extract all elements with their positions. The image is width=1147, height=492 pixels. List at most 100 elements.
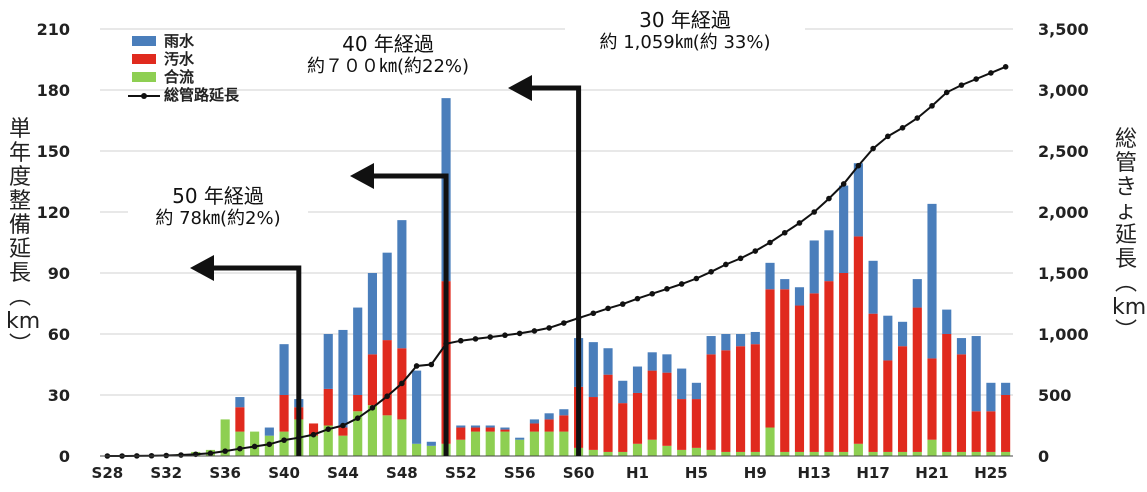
axis-label-char: ︶: [1114, 319, 1137, 344]
x-tick-label: H5: [685, 464, 708, 482]
right-tick-label: 1,000: [1038, 325, 1089, 344]
bar-rain: [824, 230, 834, 282]
bar-sewage: [1001, 395, 1011, 452]
axis-label-char: ︶: [8, 333, 31, 358]
bar-sewage: [500, 429, 510, 432]
total-length-point: [207, 450, 214, 457]
total-length-point: [811, 209, 818, 215]
total-length-point: [840, 181, 847, 187]
bar-combined: [470, 431, 481, 456]
annotation-40-years-length: 約７００㎞(約22%): [306, 56, 470, 77]
total-length-point: [958, 82, 965, 88]
total-length-point: [546, 325, 552, 331]
x-tick-label: H17: [856, 464, 889, 482]
bar-rain: [412, 370, 422, 444]
bar-rain: [279, 344, 289, 395]
annotation-30-years: 30 年経過 約 1,059㎞(約 33%): [565, 8, 805, 54]
bar-sewage: [279, 395, 289, 432]
bar-combined: [912, 451, 922, 456]
bar-rain: [338, 329, 348, 428]
bar-rain: [323, 334, 333, 389]
total-length-point: [767, 239, 773, 246]
bar-combined: [235, 431, 245, 456]
legend-label: 総管路延長: [164, 86, 240, 104]
annotation-50-years-title: 50 年経過: [172, 184, 264, 208]
total-length-point: [885, 133, 891, 140]
bar-combined: [367, 405, 377, 456]
bar-combined: [868, 451, 878, 456]
bar-rain: [662, 354, 672, 373]
bar-combined: [456, 439, 466, 456]
bar-combined: [927, 439, 937, 456]
bar-combined: [485, 431, 495, 456]
total-length-point: [222, 448, 228, 454]
x-tick-label: S52: [445, 464, 477, 482]
bar-rain: [632, 366, 643, 393]
bar-sewage: [794, 305, 805, 452]
bar-rain: [897, 321, 908, 347]
bar-rain: [942, 309, 952, 334]
x-tick-label: H21: [915, 464, 948, 482]
arrow-50-years-head: [190, 255, 214, 281]
bar-combined: [794, 451, 805, 456]
bar-combined: [515, 439, 525, 456]
bar-rain: [456, 425, 466, 428]
bar-rain: [470, 425, 481, 428]
bar-rain: [853, 163, 863, 237]
x-tick-label: S36: [209, 464, 241, 482]
bar-combined: [559, 431, 569, 456]
total-length-point: [870, 145, 876, 152]
left-tick-label: 90: [48, 264, 70, 283]
total-length-point: [472, 336, 479, 342]
bar-combined: [647, 439, 657, 456]
bar-rain: [426, 441, 436, 446]
bar-rain: [544, 413, 554, 420]
bar-combined: [809, 451, 819, 456]
right-tick-label: 500: [1038, 386, 1071, 405]
bar-combined: [883, 451, 893, 456]
total-length-point: [929, 103, 935, 109]
bar-rain: [382, 252, 392, 341]
y-axis-left-label: 単年度整備延長 ︵ km ︶: [6, 118, 40, 358]
bar-rain: [485, 425, 495, 428]
bar-combined: [618, 451, 628, 456]
bar-combined: [412, 443, 422, 456]
axis-label-char: 管: [1114, 151, 1137, 176]
bar-sewage: [868, 313, 878, 452]
x-tick-label: H25: [974, 464, 1007, 482]
total-length-point: [590, 310, 597, 317]
legend-swatch: [132, 54, 156, 64]
annotation-50-years: 50 年経過 約 78㎞(約2%): [128, 184, 308, 230]
bar-sewage: [529, 423, 539, 432]
total-length-point: [428, 361, 435, 368]
total-length-point: [796, 220, 803, 226]
bar-combined: [279, 431, 289, 456]
left-tick-label: 210: [37, 20, 70, 39]
axis-label-char: き: [1114, 175, 1137, 200]
bar-combined: [897, 451, 908, 456]
total-length-point: [310, 431, 317, 438]
bar-combined: [382, 415, 392, 456]
total-length-point: [634, 295, 641, 302]
bar-combined: [956, 451, 967, 456]
bar-sewage: [809, 293, 819, 452]
bar-combined: [736, 451, 746, 456]
bar-sewage: [721, 350, 731, 452]
bar-combined: [529, 431, 539, 456]
legend-label: 雨水: [164, 32, 195, 50]
bar-rain: [1001, 382, 1011, 395]
total-length-point: [384, 393, 390, 400]
x-tick-label: S56: [504, 464, 536, 482]
axis-label-char: 長: [8, 261, 31, 286]
bar-rain: [677, 368, 687, 400]
bar-combined: [662, 445, 672, 456]
bar-combined: [603, 451, 613, 456]
total-length-point: [266, 441, 273, 448]
bar-combined: [706, 449, 716, 456]
bar-sewage: [588, 397, 598, 450]
total-length-point: [502, 332, 508, 339]
x-tick-label: S28: [92, 464, 124, 482]
total-length-point: [457, 337, 464, 344]
